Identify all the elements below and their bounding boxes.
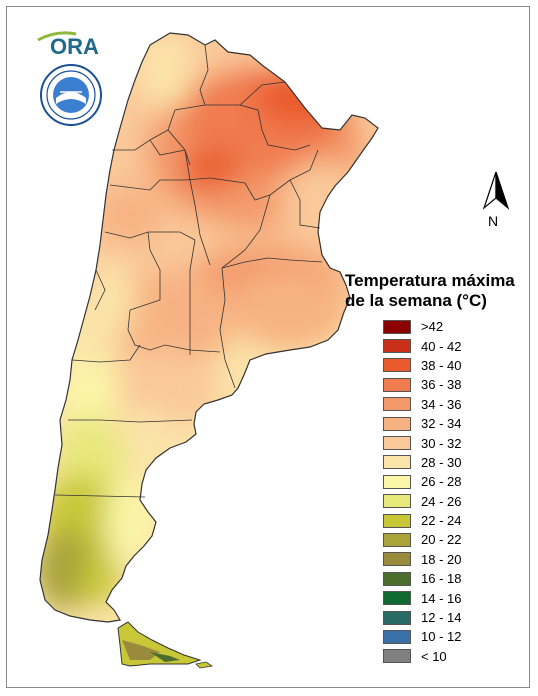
- legend-swatch: [383, 377, 411, 392]
- legend-swatch: [383, 358, 411, 373]
- legend-swatch: [383, 532, 411, 547]
- legend-item: 40 - 42: [383, 336, 461, 355]
- ora-logo: ORA: [37, 31, 99, 58]
- legend-item: 36 - 38: [383, 375, 461, 394]
- legend-swatch: [383, 494, 411, 509]
- legend-label: 36 - 38: [421, 377, 462, 393]
- legend-label: 24 - 26: [421, 493, 462, 509]
- legend-label: 12 - 14: [421, 610, 462, 626]
- legend-item: 32 - 34: [383, 414, 461, 433]
- tierra-del-fuego: [117, 621, 214, 669]
- province-borders: [54, 44, 323, 498]
- legend-label: < 10: [421, 648, 447, 664]
- legend-label: 30 - 32: [421, 435, 462, 451]
- legend-label: 26 - 28: [421, 474, 462, 490]
- north-label: N: [488, 213, 499, 229]
- country-outline: [39, 32, 379, 623]
- legend-item: 34 - 36: [383, 395, 461, 414]
- legend-swatch: [383, 552, 411, 567]
- legend-title-line-1: Temperatura máxima: [345, 271, 515, 290]
- legend-swatch: [383, 610, 411, 625]
- legend-item: 38 - 40: [383, 356, 461, 375]
- legend-swatch: [383, 474, 411, 489]
- legend-title: Temperatura máxima de la semana (°C): [345, 271, 535, 311]
- legend-swatch: [383, 436, 411, 451]
- legend-swatch: [383, 629, 411, 644]
- legend-item: 24 - 26: [383, 492, 461, 511]
- legend-label: 32 - 34: [421, 416, 462, 432]
- legend-item: 26 - 28: [383, 472, 461, 491]
- legend-label: 18 - 20: [421, 551, 462, 567]
- smn-seal-icon: [40, 64, 102, 126]
- legend-item: 12 - 14: [383, 608, 461, 627]
- legend-title-line-2: de la semana (°C): [345, 291, 487, 310]
- legend-swatch: [383, 513, 411, 528]
- legend-label: 38 - 40: [421, 357, 462, 373]
- legend-item: 10 - 12: [383, 627, 461, 646]
- legend-item: 22 - 24: [383, 511, 461, 530]
- legend-label: 20 - 22: [421, 532, 462, 548]
- legend-swatch: [383, 649, 411, 664]
- north-arrow-icon: [482, 171, 510, 210]
- legend-item: 30 - 32: [383, 433, 461, 452]
- legend-swatch: [383, 416, 411, 431]
- legend-swatch: [383, 455, 411, 470]
- legend-label: 16 - 18: [421, 571, 462, 587]
- legend-item: 18 - 20: [383, 550, 461, 569]
- legend-swatch: [383, 397, 411, 412]
- legend-swatch: [383, 319, 411, 334]
- temperature-legend: >42 40 - 42 38 - 40 36 - 38 34 - 36 32 - 34 30…: [383, 317, 461, 666]
- legend-label: 22 - 24: [421, 513, 462, 529]
- logo-text: ORA: [50, 34, 99, 58]
- legend-item: 14 - 16: [383, 588, 461, 607]
- legend-item: 16 - 18: [383, 569, 461, 588]
- legend-label: 14 - 16: [421, 590, 462, 606]
- legend-label: >42: [421, 319, 444, 335]
- legend-item: >42: [383, 317, 461, 336]
- legend-label: 28 - 30: [421, 454, 462, 470]
- legend-swatch: [383, 591, 411, 606]
- legend-item: 28 - 30: [383, 453, 461, 472]
- legend-label: 10 - 12: [421, 629, 462, 645]
- legend-swatch: [383, 339, 411, 354]
- legend-swatch: [383, 571, 411, 586]
- legend-label: 40 - 42: [421, 338, 462, 354]
- legend-item: < 10: [383, 647, 461, 666]
- legend-label: 34 - 36: [421, 396, 462, 412]
- legend-item: 20 - 22: [383, 530, 461, 549]
